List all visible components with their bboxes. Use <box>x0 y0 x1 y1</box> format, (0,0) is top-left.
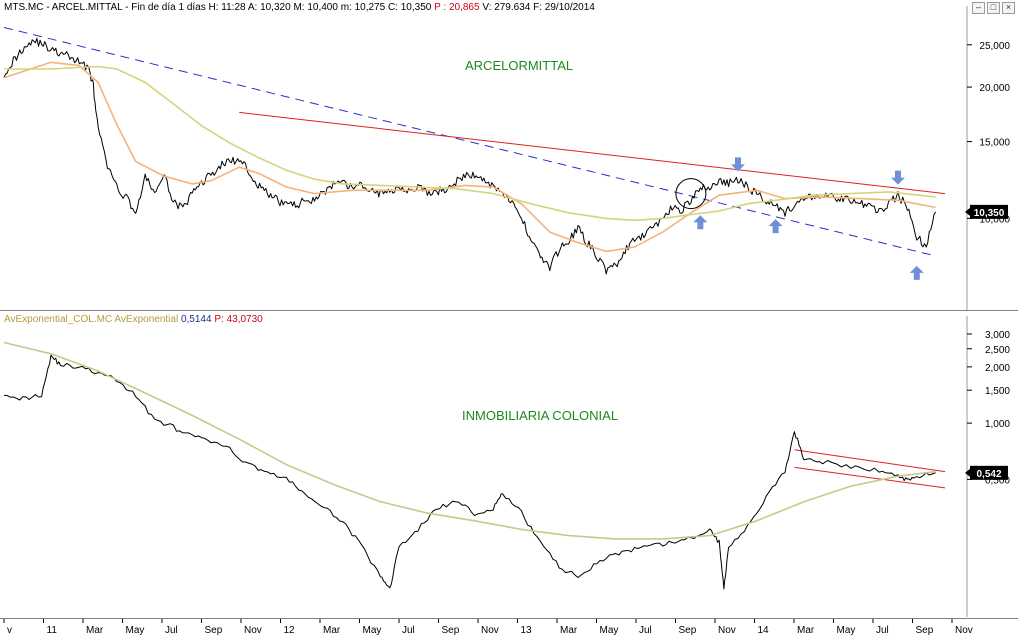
close-value: 10,350 <box>400 2 432 13</box>
minimize-button[interactable]: – <box>972 2 985 14</box>
x-tick-label: v <box>7 625 12 636</box>
series-price <box>3 354 936 590</box>
x-tick-label: May <box>363 625 382 636</box>
x-tick-label: Sep <box>205 625 223 636</box>
trendline-descending-resistance <box>239 111 946 195</box>
x-tick-label: 11 <box>47 625 58 636</box>
date-axis-labels: v 11 Mar May Jul Sep Nov 12 Mar May Jul Sep Nov 13 Mar… <box>3 619 973 636</box>
time-value: 11:28 <box>221 2 246 13</box>
x-tick-label: Nov <box>244 625 262 636</box>
y-tick-label: 10,000 <box>979 214 1010 225</box>
x-tick-label: May <box>837 625 856 636</box>
y-tick-label: 25,000 <box>979 41 1010 52</box>
x-tick-label: 12 <box>284 625 296 636</box>
x-tick-label: Mar <box>86 625 104 636</box>
volume-value: 279.634 <box>494 2 531 13</box>
colonial-chart[interactable]: 0,500 1,000 1,500 2,000 2,500 3,000 0,542 <box>0 312 1018 617</box>
last-value-pointer <box>965 468 970 477</box>
series-ma_col <box>3 341 936 540</box>
maximize-button[interactable]: □ <box>987 2 1000 14</box>
last-value-label: 10,350 <box>974 208 1005 219</box>
x-tick-label: Sep <box>679 625 697 636</box>
x-tick-label: Mar <box>797 625 815 636</box>
y-tick-label: 1,000 <box>985 419 1010 430</box>
arrow-down-icon <box>890 170 905 185</box>
last-value-badge <box>970 465 1008 480</box>
last-value-badge <box>970 204 1008 219</box>
x-tick-label: 13 <box>521 625 533 636</box>
arrow-up-icon <box>909 265 924 280</box>
x-tick-label: Sep <box>916 625 934 636</box>
colonial-info-bar: AvExponential_COL.MC AvExponential 0,514… <box>4 314 263 325</box>
x-tick-label: Nov <box>481 625 499 636</box>
x-tick-label: Jul <box>876 625 889 636</box>
highlight-circle <box>675 178 707 210</box>
series-ma_long <box>4 65 936 222</box>
colonial-pane[interactable]: AvExponential_COL.MC AvExponential 0,514… <box>0 312 1018 617</box>
series-ma_short <box>3 61 936 253</box>
x-tick-label: Mar <box>323 625 341 636</box>
x-tick-label: Mar <box>560 625 578 636</box>
max-value: 10,400 <box>307 2 338 13</box>
last-value-pointer <box>965 207 970 216</box>
x-tick-label: 14 <box>758 625 770 636</box>
colonial-chart-title: INMOBILIARIA COLONIAL <box>462 408 619 423</box>
last-value-label: 0,542 <box>976 469 1001 480</box>
y-tick-label: 1,500 <box>985 386 1010 397</box>
arcelor-chart[interactable]: 10,000 15,000 20,000 25,000 10,350 <box>0 0 1018 310</box>
series-price <box>3 37 937 275</box>
x-tick-label: Nov <box>955 625 973 636</box>
x-tick-label: Jul <box>639 625 652 636</box>
y-tick-label: 15,000 <box>979 138 1010 149</box>
trendline-channel-bottom <box>794 466 946 489</box>
arcelor-info-bar: MTS.MC - ARCEL.MITTAL - Fin de día 1 día… <box>4 2 595 13</box>
arrow-up-icon <box>693 215 708 230</box>
x-tick-label: May <box>126 625 145 636</box>
indicator-value: 0,5144 <box>180 314 212 325</box>
arrow-up-icon <box>768 219 783 234</box>
indicator-p-value: 43,0730 <box>226 314 263 325</box>
y-tick-label: 0,500 <box>985 475 1010 486</box>
y-tick-label: 2,000 <box>985 363 1010 374</box>
x-tick-label: Jul <box>402 625 415 636</box>
x-tick-label: May <box>600 625 619 636</box>
x-tick-label: Nov <box>718 625 736 636</box>
arcelor-pane[interactable]: MTS.MC - ARCEL.MITTAL - Fin de día 1 día… <box>0 0 1018 311</box>
trendline-channel-top <box>794 449 946 473</box>
min-value: 10,275 <box>354 2 386 13</box>
indicator-name: AvExponential_COL.MC AvExponential <box>4 314 179 325</box>
x-tick-label: Sep <box>442 625 460 636</box>
y-tick-label: 20,000 <box>979 83 1010 94</box>
trendline-descending-support <box>3 26 936 257</box>
period-label: Fin de día 1 días <box>131 2 206 13</box>
arrow-down-icon <box>730 157 745 172</box>
arcelor-chart-title: ARCELORMITTAL <box>465 58 574 73</box>
date-axis: v 11 Mar May Jul Sep Nov 12 Mar May Jul Sep Nov 13 Mar… <box>0 618 1018 638</box>
date-value: 29/10/2014 <box>544 2 595 13</box>
y-tick-label: 3,000 <box>985 330 1010 341</box>
y-tick-label: 2,500 <box>985 345 1010 356</box>
x-tick-label: Jul <box>165 625 178 636</box>
ticker-label: MTS.MC - ARCEL.MITTAL <box>4 2 123 13</box>
open-value: 10,320 <box>260 2 291 13</box>
close-button[interactable]: × <box>1002 2 1015 14</box>
p-value: 20,865 <box>448 2 480 13</box>
